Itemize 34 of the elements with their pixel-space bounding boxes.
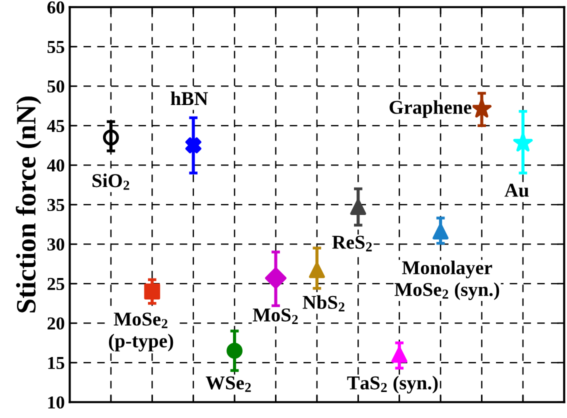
point [472,98,492,118]
point [265,267,286,289]
y-tick-label: 30 [48,238,64,251]
point [391,346,408,363]
text: Monolayer MoSe$_{2}$ (syn.) [394,260,500,300]
y-tick-label: 20 [48,317,64,330]
y-axis-title: Stiction force (nN) [16,96,42,312]
point [350,199,366,215]
series-label: Au [504,184,529,197]
y-tick-label: 35 [48,198,64,212]
point [432,223,449,240]
y-tick-label: 50 [48,80,64,93]
y-tick-label: 40 [47,159,64,172]
y-tick-label: 25 [48,278,64,290]
point [144,284,160,300]
series-label: ReS$_{2}$ [332,236,372,252]
series-label: SiO$_{2}$ [92,174,130,190]
series-label: Graphene [390,100,472,118]
point [226,342,243,359]
series-label: MoSe$_{2}$ (p-type) [108,312,174,352]
series-label: MoS$_{2}$ [252,308,298,324]
y-tick-label: 10 [48,396,64,409]
y-tick-label: 45 [47,120,64,132]
series-label: WSe$_{2}$ [206,376,251,392]
series-label: NbS$_{2}$ [302,295,344,312]
series-label: hBN [170,92,208,106]
point [102,129,119,146]
point [308,262,325,278]
y-tick-label: 55 [48,41,64,54]
series-label: TaS$_{2}$ (syn.) [347,376,438,394]
y-tick-label: 60 [47,1,64,14]
y-tick-label: 15 [48,356,64,370]
point [513,132,533,152]
point [185,137,202,154]
